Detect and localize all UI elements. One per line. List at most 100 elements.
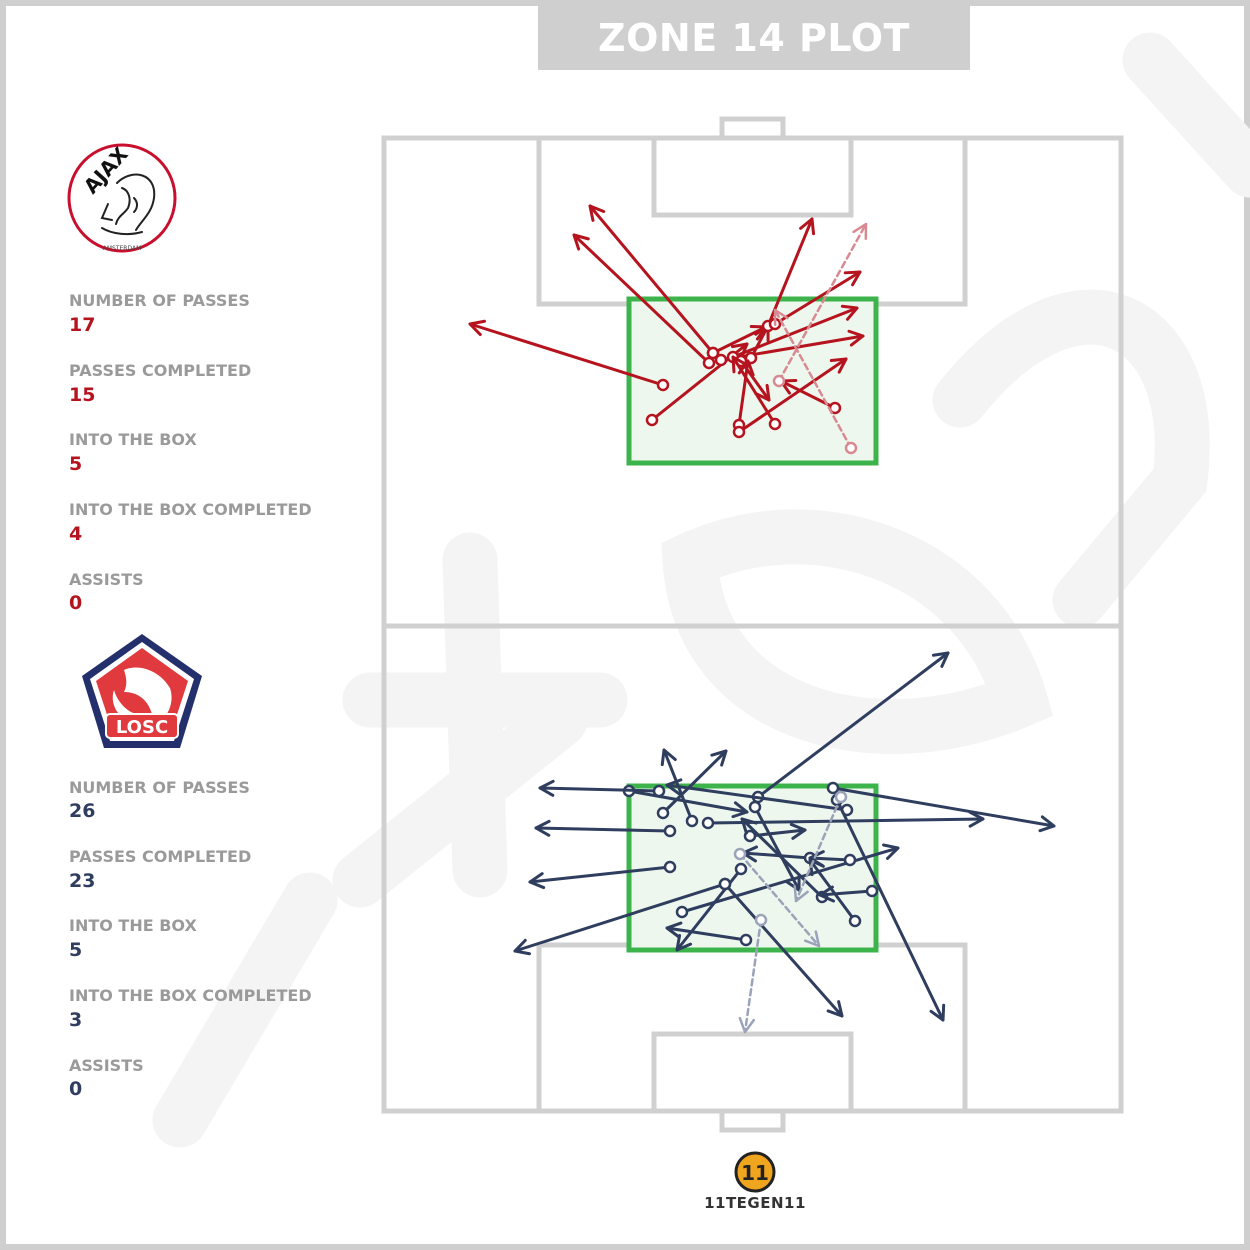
pass-arrowhead [534,819,551,837]
pass-origin-marker [652,784,666,798]
pass-line [731,355,777,426]
pass-origin-marker [685,814,699,828]
pass-line [723,882,844,1018]
pass-line [665,783,849,812]
pass-arrowhead [468,319,487,337]
pass-line [588,204,715,355]
pass-origin-marker [656,806,670,820]
pass-origin-marker [656,378,670,392]
pass-line [627,789,749,814]
pass-arrowhead [785,873,801,892]
pass-line [773,308,853,450]
lille-logo: LOSC [82,634,202,748]
ajax-stat-value: 15 [69,384,96,406]
pass-line [738,852,821,948]
lille-stat-label: INTO THE BOX [69,916,197,935]
ajax-stat-value: 17 [69,314,96,336]
pass-origin-marker [834,790,848,804]
pass-arrowhead [572,233,590,251]
pass-line [743,918,763,1034]
lille-stat-value: 26 [69,800,96,822]
pass-arrowhead [731,355,748,374]
lille-passes [513,651,1056,1034]
pass-arrowhead [740,817,758,835]
pass-line [808,858,857,923]
pass-arrowhead [710,749,728,767]
lille-stat-label: INTO THE BOX COMPLETED [69,986,312,1005]
pass-arrowhead [738,1016,756,1034]
pass-line [756,651,950,799]
pass-origin-marker [768,417,782,431]
pass-origin-marker [733,847,747,861]
ajax-stat-value: 0 [69,592,83,614]
pass-origin-marker [826,781,840,795]
ajax-stat-label: INTO THE BOX COMPLETED [69,500,312,519]
pass-line [731,306,859,359]
pass-line [534,826,672,833]
brand-icon: 11 [734,1151,776,1193]
pass-line [538,786,661,793]
pass-arrowhead [588,204,606,222]
pass-arrowhead [731,801,749,819]
lille-stat-value: 23 [69,870,96,892]
pass-arrowhead [818,885,835,903]
pass-arrowhead [829,357,848,374]
pass-origin-marker [748,800,762,814]
pass-line [835,798,945,1022]
lille-stat-label: NUMBER OF PASSES [69,778,250,797]
pass-line [711,325,768,355]
ajax-subtext: AMSTERDAM [103,245,142,252]
pass-line [818,889,874,897]
ajax-stat-label: ASSISTS [69,570,144,589]
ajax-stat-label: NUMBER OF PASSES [69,291,250,310]
pass-line [468,322,665,387]
pass-origin-marker [844,441,858,455]
pass-line [740,817,824,899]
pass-arrowhead [773,308,789,327]
bottom-goal [719,1108,786,1133]
title-bar: ZONE 14 PLOT [538,6,970,70]
pass-origin-marker [739,933,753,947]
brand: 11 11TEGEN11 [690,1150,820,1220]
lille-stat-label: PASSES COMPLETED [69,847,252,866]
pass-arrowhead [513,938,532,956]
pass-line [572,233,711,365]
pass-arrowhead [843,270,862,287]
pass-arrowhead [754,383,771,402]
pass-arrowhead [665,921,683,939]
pass-origin-marker [645,413,659,427]
pass-arrowhead [793,885,809,903]
pass-arrowhead [665,778,683,796]
pass-line [737,357,848,434]
pass-origin-marker [865,884,879,898]
pass-origin-marker [663,860,677,874]
brand-name: 11TEGEN11 [704,1194,806,1212]
ajax-logo: AJAX AMSTERDAM [67,142,177,253]
pass-arrowhead [852,222,868,241]
bottom-six-yard-box [651,1031,854,1114]
pass-arrowhead [968,810,985,828]
pass-arrowhead [882,843,900,860]
top-goal [719,116,786,141]
pass-line [766,217,814,328]
ajax-passes [468,204,868,455]
pass-origin-marker [663,824,677,838]
lille-stat-value: 0 [69,1078,83,1100]
top-six-yard-box [651,135,854,218]
pass-line [773,270,862,326]
pass-origin-marker [718,877,732,891]
pass-arrowhead [803,930,821,948]
pass-line [831,786,1056,828]
pass-arrowhead [808,858,825,877]
pass-arrowhead [660,748,677,767]
lille-wordmark: LOSC [116,717,168,738]
pass-origin-marker [702,356,716,370]
pass-origin-marker [732,425,746,439]
passes-layer [468,204,1056,1034]
pass-origin-marker [714,353,728,367]
ajax-stat-value: 4 [69,523,83,545]
pass-arrowhead [528,872,546,890]
pass-arrowhead [826,1000,844,1018]
